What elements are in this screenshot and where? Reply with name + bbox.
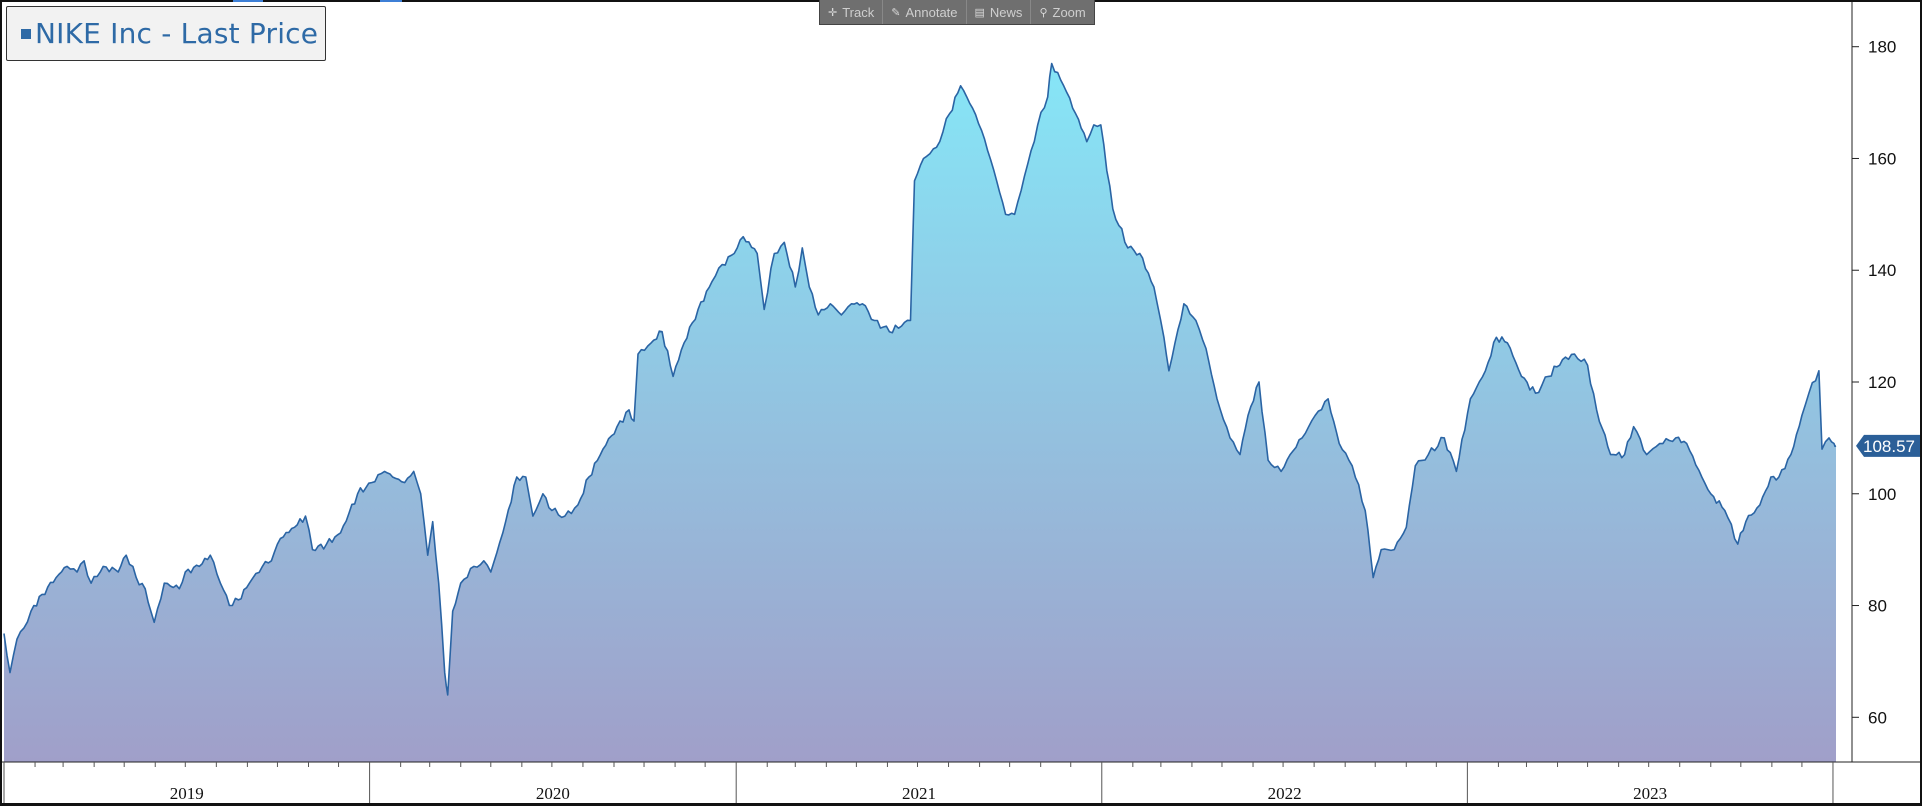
y-tick-label: 160 (1868, 149, 1896, 168)
annotate-label: Annotate (905, 4, 958, 20)
y-tick-label: 140 (1868, 261, 1896, 280)
crosshair-icon: ✛ (828, 6, 838, 19)
y-tick-label: 80 (1868, 597, 1887, 616)
magnifier-icon: ⚲ (1039, 6, 1048, 19)
legend-swatch (21, 28, 31, 39)
track-label: Track (842, 4, 875, 20)
annotate-button[interactable]: ✎ Annotate (883, 0, 967, 24)
news-icon: ▤ (974, 6, 985, 19)
top-mark (380, 0, 402, 2)
y-tick-label: 120 (1868, 373, 1896, 392)
x-year-label: 2021 (902, 784, 936, 803)
x-year-label: 2020 (536, 784, 570, 803)
x-year-label: 2019 (170, 784, 204, 803)
y-tick-label: 100 (1868, 485, 1896, 504)
pencil-icon: ✎ (891, 6, 901, 19)
last-price-label: 108.57 (1863, 437, 1915, 456)
news-button[interactable]: ▤ News (967, 0, 1032, 24)
zoom-label: Zoom (1052, 4, 1086, 20)
price-line (3, 62, 1837, 696)
legend-label: NIKE Inc - Last Price (35, 17, 319, 50)
x-year-label: 2022 (1268, 784, 1302, 803)
zoom-button[interactable]: ⚲ Zoom (1031, 0, 1093, 24)
track-button[interactable]: ✛ Track (820, 0, 884, 24)
y-tick-label: 60 (1868, 708, 1887, 727)
x-year-label: 2023 (1633, 784, 1667, 803)
price-area (4, 63, 1836, 762)
news-label: News (989, 4, 1023, 20)
legend-box[interactable]: NIKE Inc - Last Price (6, 6, 326, 61)
last-price-tag (1856, 434, 1920, 457)
top-mark (233, 0, 263, 2)
y-tick-label: 180 (1868, 38, 1896, 57)
chart-toolbar: ✛ Track ✎ Annotate ▤ News ⚲ Zoom (819, 0, 1095, 25)
